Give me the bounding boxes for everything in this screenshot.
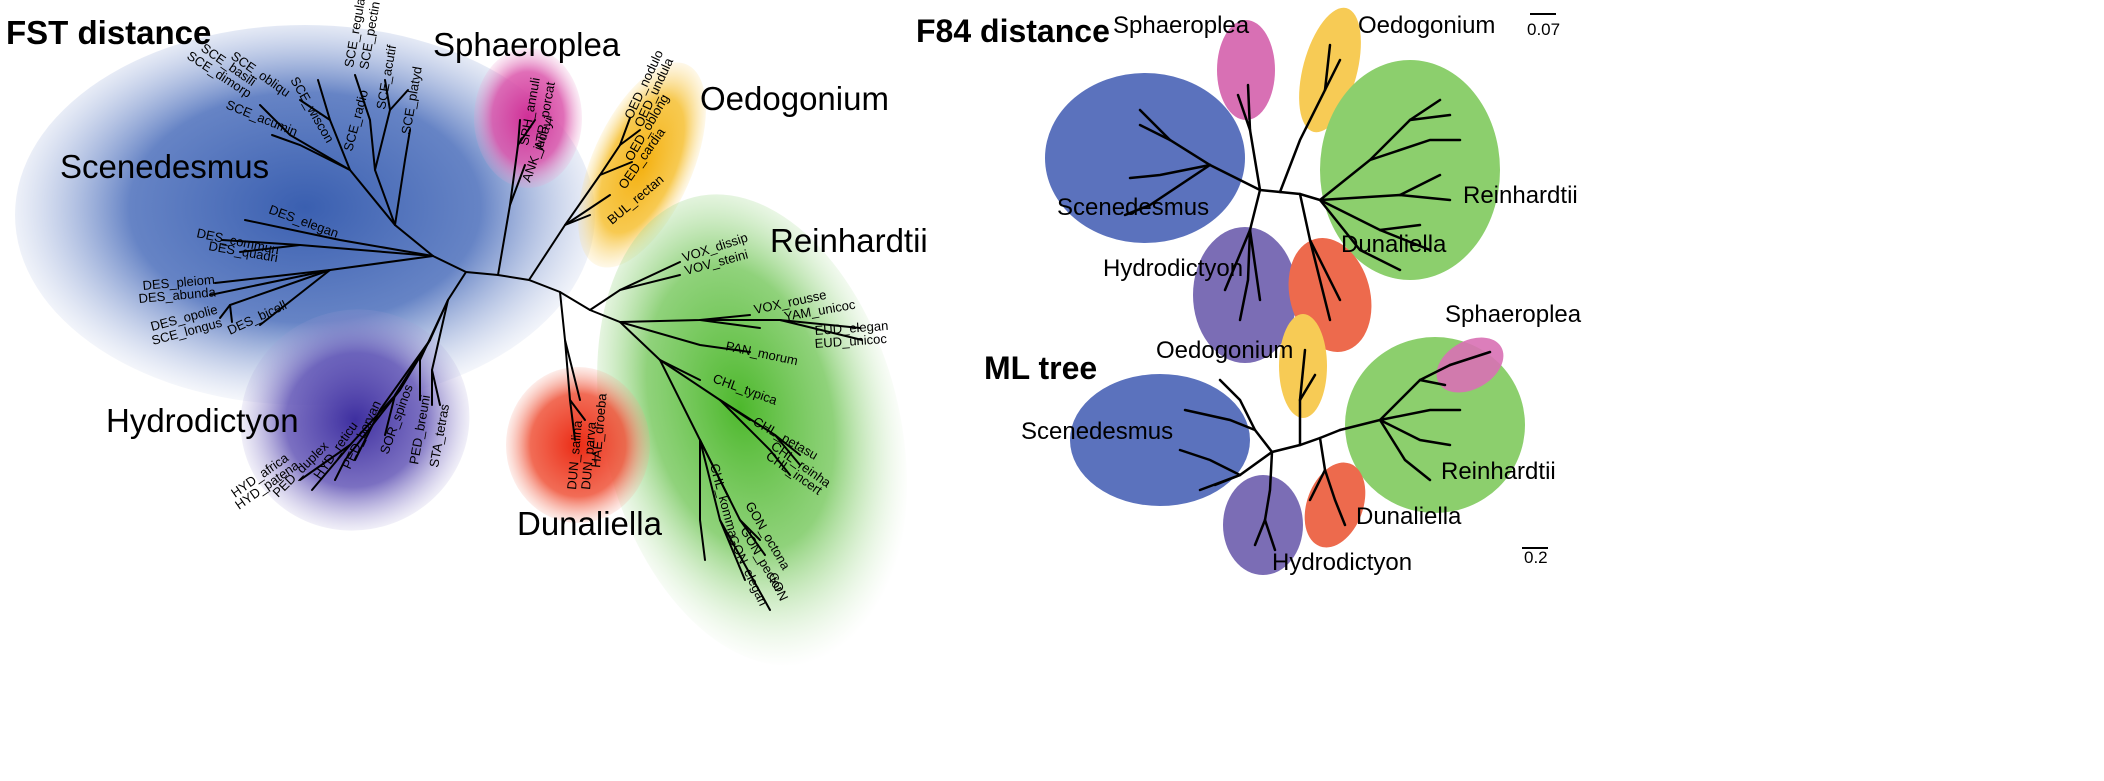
ml-label-scenedesmus: Scenedesmus: [1021, 418, 1173, 445]
scenedesmus-region: [15, 25, 595, 405]
ml-sphaeroplea-region: [1436, 337, 1504, 393]
fst-panel: FST distance Scenedesmus Sphaeroplea Oed…: [6, 0, 928, 666]
fst-tree: [209, 74, 863, 611]
ml-panel: ML tree Sphaeroplea Oedogonium Scenedesm…: [984, 301, 1582, 576]
ml-tree: [1178, 348, 1492, 552]
dunaliella-region: [506, 367, 650, 523]
ml-label-oedogonium: Oedogonium: [1156, 337, 1293, 364]
f84-label-sphaeroplea: Sphaeroplea: [1113, 12, 1250, 39]
ml-scenedesmus-region: [1070, 374, 1250, 506]
ml-label-dunaliella: Dunaliella: [1356, 503, 1462, 530]
fst-label-hydrodictyon: Hydrodictyon: [106, 402, 299, 439]
fst-label-reinhardtii: Reinhardtii: [770, 222, 928, 259]
leaf-label: DUN_salina: [564, 419, 585, 490]
f84-panel: F84 distance Sphaeroplea Oedogonium Scen…: [916, 7, 1578, 363]
leaf-label: EUD_unicoc: [814, 331, 888, 351]
ml-label-hydrodictyon: Hydrodictyon: [1272, 549, 1412, 576]
fst-label-sphaeroplea: Sphaeroplea: [433, 26, 621, 63]
ml-title: ML tree: [984, 350, 1097, 386]
ml-label-sphaeroplea: Sphaeroplea: [1445, 301, 1582, 328]
ml-label-reinhardtii: Reinhardtii: [1441, 458, 1556, 485]
f84-reinhardtii-region: [1320, 60, 1500, 280]
f84-sphaeroplea-region: [1217, 20, 1275, 120]
fst-label-oedogonium: Oedogonium: [700, 80, 889, 117]
sphaeroplea-region: [474, 48, 582, 188]
f84-label-reinhardtii: Reinhardtii: [1463, 182, 1578, 209]
leaf-label: DUN_parva: [578, 421, 599, 491]
f84-label-hydrodictyon: Hydrodictyon: [1103, 255, 1243, 282]
leaf-label: DES_abunda: [138, 284, 217, 306]
f84-title: F84 distance: [916, 13, 1110, 49]
f84-label-scenedesmus: Scenedesmus: [1057, 194, 1209, 221]
oedogonium-region: [578, 62, 706, 268]
leaf-label: DES_pleiom: [142, 272, 215, 293]
leaf-label: HAE_droeba: [588, 392, 609, 468]
fst-title: FST distance: [6, 14, 211, 51]
ml-dunaliella-region: [1304, 462, 1366, 548]
f84-tree: [1123, 43, 1462, 322]
fst-label-dunaliella: Dunaliella: [517, 505, 663, 542]
f84-scale-label: 0.07: [1527, 20, 1560, 39]
reinhardtii-region: [597, 194, 907, 666]
leaf-label: EUD_elegan: [814, 318, 889, 338]
fst-label-scenedesmus: Scenedesmus: [60, 148, 269, 185]
f84-scenedesmus-region: [1045, 73, 1245, 243]
ml-scale-label: 0.2: [1524, 548, 1548, 567]
f84-label-oedogonium: Oedogonium: [1358, 12, 1495, 39]
f84-label-dunaliella: Dunaliella: [1341, 231, 1447, 258]
